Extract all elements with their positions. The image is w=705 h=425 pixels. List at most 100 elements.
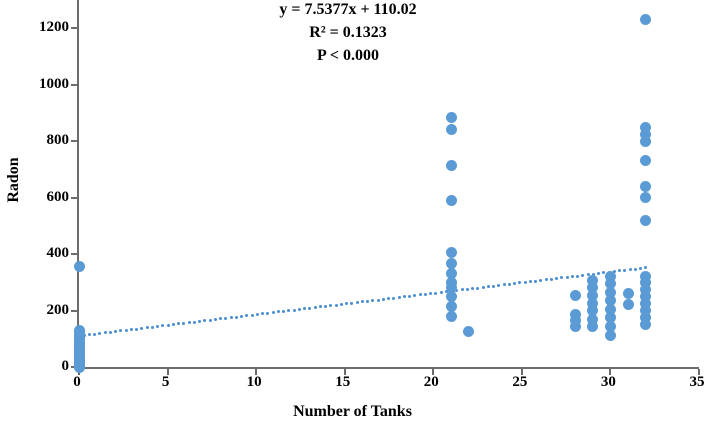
data-point [569, 309, 581, 321]
trendline-dot [387, 297, 391, 301]
x-tick-label: 5 [161, 374, 170, 390]
trendline-dot [633, 267, 637, 271]
data-point [622, 288, 634, 300]
trendline-dot [518, 281, 522, 285]
trendline-dot [103, 331, 107, 335]
trendline-dot [576, 274, 580, 278]
x-axis-tick [609, 369, 612, 375]
trendline-dot [198, 319, 202, 323]
trendline-dot [108, 330, 112, 334]
trendline-dot [623, 268, 627, 272]
x-axis-tick [343, 369, 346, 375]
data-point [640, 276, 652, 288]
trendline-dot [371, 299, 375, 303]
trendline-dot [402, 295, 406, 299]
trendline-dot [523, 280, 527, 284]
trendline-dot [439, 290, 443, 294]
x-tick-label: 15 [335, 374, 351, 390]
trendline-dot [192, 320, 196, 324]
y-tick-label: 1000 [39, 75, 69, 92]
x-axis-title: Number of Tanks [293, 403, 412, 420]
trendline-dot [476, 286, 480, 290]
trendline-dot [114, 330, 118, 334]
trendline-dot [534, 279, 538, 283]
y-tick-label: 1200 [39, 19, 69, 36]
trendline-dot [644, 266, 648, 270]
x-tick-label: 30 [600, 374, 616, 390]
trendline-dot [119, 329, 123, 333]
trendline-dot [261, 312, 265, 316]
trendline-dot [150, 325, 154, 329]
trendline-dot [329, 304, 333, 308]
data-point [604, 286, 616, 298]
plot-area [71, 0, 700, 375]
trendline-dot [413, 294, 417, 298]
data-point [622, 299, 634, 311]
trendline-dot [124, 328, 128, 332]
x-axis-tick [698, 369, 700, 375]
data-point [604, 303, 616, 315]
trendline-dot [234, 315, 238, 319]
trendline-dot [366, 299, 370, 303]
data-point [604, 278, 616, 290]
trendline-dot [591, 272, 595, 276]
data-point [569, 314, 581, 326]
trendline-dot [224, 316, 228, 320]
trendline-dot [560, 276, 564, 280]
data-point [640, 214, 652, 226]
y-axis-tick [71, 140, 79, 143]
data-point [604, 330, 616, 342]
data-point [445, 282, 457, 294]
data-point [640, 128, 652, 140]
y-axis-tick [71, 27, 79, 30]
trendline-dot [177, 322, 181, 326]
data-point [73, 324, 85, 336]
trendline-dot [303, 307, 307, 311]
trendline-dot [308, 306, 312, 310]
trendline-dot [492, 284, 496, 288]
trendline-dot [355, 301, 359, 305]
trendline-dot [345, 302, 349, 306]
trendline-dot [287, 309, 291, 313]
trendline-dot [581, 273, 585, 277]
y-tick-label: 600 [46, 188, 70, 205]
data-point [445, 194, 457, 206]
data-point [445, 258, 457, 270]
data-point [445, 159, 457, 171]
trendline-dot [544, 278, 548, 282]
trendline-dot [513, 282, 517, 286]
trendline-dot [334, 303, 338, 307]
trendline-dot [565, 275, 569, 279]
data-point [445, 247, 457, 259]
trendline-dot [240, 314, 244, 318]
x-axis-tick [166, 369, 169, 375]
trendline-dot [229, 316, 233, 320]
trendline-dot [639, 266, 643, 270]
y-axis-tick [71, 83, 79, 86]
data-point [463, 326, 475, 338]
trendline-dot [161, 324, 165, 328]
trendline-dot [360, 300, 364, 304]
x-tick-label: 35 [689, 374, 705, 390]
trendline-dot [597, 272, 601, 276]
data-point [445, 268, 457, 280]
trendline-dot [486, 285, 490, 289]
trendline-dot [586, 273, 590, 277]
trendline-dot [434, 291, 438, 295]
trendline-dot [297, 307, 301, 311]
regression-equation: y = 7.5377x + 110.02 [279, 1, 417, 18]
data-point [640, 312, 652, 324]
trendline-dot [444, 290, 448, 294]
data-point [587, 289, 599, 301]
data-point [445, 300, 457, 312]
y-axis-tick [71, 309, 79, 312]
data-point [569, 289, 581, 301]
data-point [587, 313, 599, 325]
trendline-dot [266, 311, 270, 315]
trendline-dot [282, 309, 286, 313]
trendline-dot [465, 287, 469, 291]
x-tick-label: 10 [246, 374, 262, 390]
y-tick-label: 400 [46, 245, 70, 262]
r-squared-value: R² = 0.1323 [309, 24, 387, 41]
